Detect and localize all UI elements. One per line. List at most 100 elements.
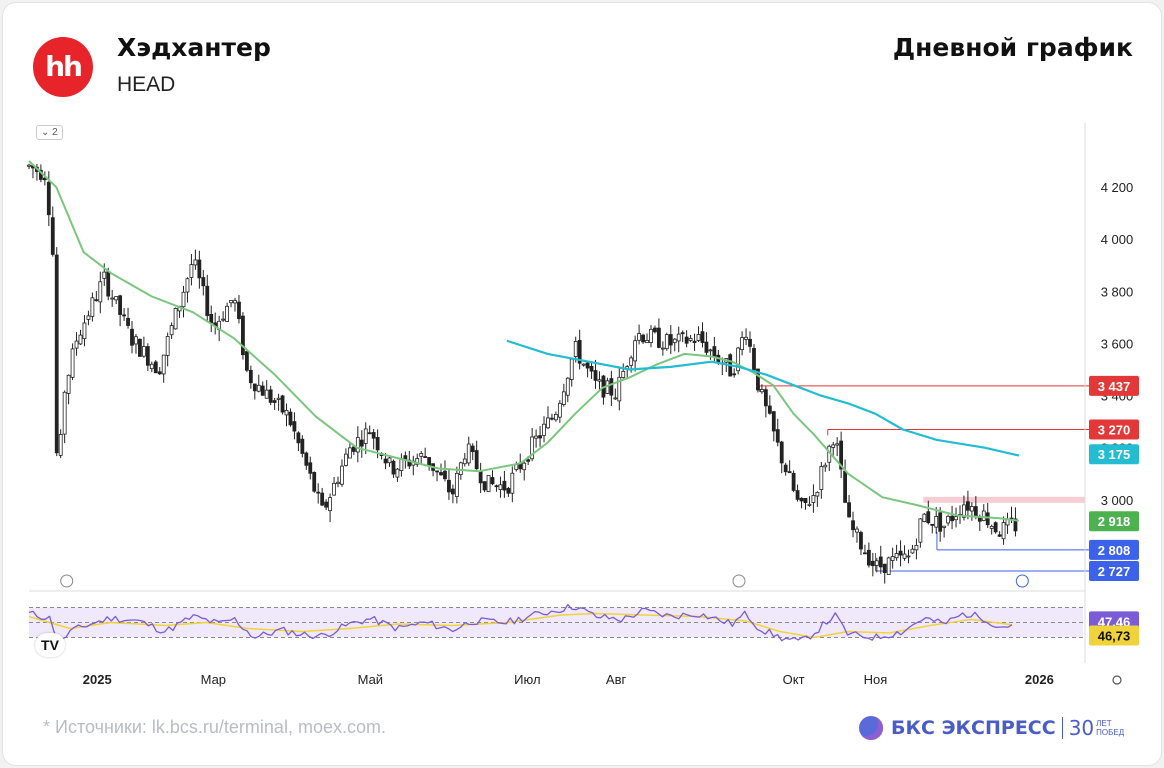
ma-slow-line [506, 339, 1020, 457]
candle-body [538, 435, 542, 439]
ma-value-label: 3 175 [1098, 447, 1131, 462]
ma-value-label-bg [1089, 444, 1139, 465]
brand-years: 30 [1068, 716, 1095, 740]
candle-body [597, 379, 602, 382]
candle-body [54, 254, 59, 454]
candle-body [462, 458, 467, 465]
y-tick-label: 4 000 [1101, 232, 1134, 247]
candle-body [740, 337, 744, 351]
candle-body [161, 354, 166, 375]
x-tick-label: Май [358, 672, 383, 687]
candle-body [355, 437, 360, 453]
candle-body [704, 341, 709, 353]
candle-body [926, 511, 931, 524]
candle-body [478, 471, 483, 484]
candle-body [672, 338, 677, 344]
candle-body [118, 295, 123, 315]
x-tick-label: Ноя [864, 672, 888, 687]
candle-body [649, 328, 653, 343]
candle-body [645, 340, 649, 344]
candle-body [573, 341, 578, 357]
candle-body [447, 479, 451, 493]
candle-body [859, 532, 863, 550]
candle-body [233, 300, 237, 304]
candle-body [98, 281, 103, 303]
candle-body [934, 516, 939, 528]
candle-body [914, 544, 919, 551]
candle-body [664, 334, 669, 350]
candle-body [486, 474, 491, 492]
candle-body [27, 164, 31, 167]
resistance-level-label-bg [1089, 375, 1139, 396]
candle-body [165, 336, 170, 356]
candle-body [201, 277, 206, 287]
candle-body [569, 358, 574, 380]
candle-body [641, 334, 645, 343]
candle-body [423, 456, 428, 458]
candle-body [375, 437, 380, 451]
candle-body [205, 285, 210, 316]
candle-body [344, 453, 348, 466]
candle-body [482, 481, 487, 491]
support-level-label-bg [1089, 539, 1139, 560]
candle-body [458, 462, 463, 475]
candle-body [874, 560, 879, 566]
company-name: Хэдхантер [117, 33, 271, 62]
candle-body [696, 334, 701, 341]
candle-body [851, 520, 855, 531]
candle-body [855, 528, 859, 533]
interval-badge[interactable]: ⌄ 2 [36, 125, 63, 140]
candle-body [367, 432, 372, 435]
candle-body [332, 482, 336, 496]
candle-body [771, 411, 776, 432]
candle-body [435, 470, 439, 473]
candle-body [225, 305, 229, 322]
resistance-zone [923, 496, 1085, 503]
candle-body [898, 550, 903, 556]
candle-body [565, 377, 570, 396]
chart-title: Дневной график [892, 33, 1133, 62]
candle-body [554, 413, 558, 421]
candle-body [454, 472, 459, 497]
candle-body [229, 300, 233, 304]
candle-body [763, 389, 768, 407]
candle-body [106, 271, 111, 297]
candle-body [890, 556, 895, 561]
candle-body [799, 497, 804, 502]
candle-body [173, 308, 178, 330]
candle-body [843, 470, 848, 503]
candle-body [336, 481, 340, 485]
candle-body [439, 472, 443, 476]
candle-body [894, 553, 899, 559]
candle-body [942, 525, 947, 528]
candle-body [296, 432, 301, 444]
candle-body [122, 314, 126, 317]
candle-body [470, 445, 475, 453]
candle-body [371, 432, 376, 439]
candle-body [633, 340, 638, 362]
candle-body [530, 436, 535, 460]
candle-body [284, 409, 289, 416]
candle-body [962, 504, 966, 518]
candle-body [169, 325, 174, 336]
resistance-level-label-bg [1089, 419, 1139, 440]
y-tick-label: 3 000 [1101, 493, 1134, 508]
candle-body [316, 491, 321, 494]
candle-body [138, 338, 142, 357]
candle-body [534, 435, 538, 439]
candle-body [688, 337, 693, 341]
candle-body [526, 459, 531, 462]
candle-body [863, 552, 867, 555]
candle-body [966, 501, 970, 511]
candle-body [839, 440, 844, 470]
candle-body [684, 336, 689, 344]
x-tick-label: Июл [514, 672, 540, 687]
candle-body [676, 333, 681, 342]
candle-body [557, 402, 562, 418]
ma-fast-line [28, 160, 1020, 522]
candle-body [946, 515, 951, 524]
candle-body [498, 484, 503, 491]
candle-body [50, 217, 55, 255]
